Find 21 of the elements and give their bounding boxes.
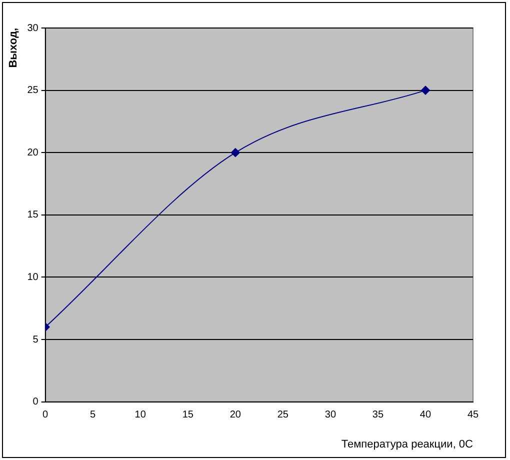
x-tick-label: 40 bbox=[420, 410, 432, 421]
x-tick-label: 30 bbox=[324, 410, 336, 421]
y-tick-label: 15 bbox=[27, 210, 39, 221]
point bbox=[230, 148, 240, 158]
x-tick-label: 20 bbox=[230, 410, 242, 421]
y-tick-label: 20 bbox=[27, 147, 39, 158]
x-tick-label: 45 bbox=[467, 410, 479, 421]
x-tick-label: 10 bbox=[134, 410, 146, 421]
y-tick-label: 10 bbox=[27, 272, 39, 283]
point bbox=[420, 86, 430, 95]
x-axis-title: Температура реакции, 0С bbox=[341, 438, 474, 450]
x-tick-label: 0 bbox=[42, 410, 49, 421]
x-tick-label: 35 bbox=[372, 410, 384, 421]
y-tick-label: 25 bbox=[27, 85, 39, 96]
y-axis-title: Выход, bbox=[8, 28, 20, 68]
y-tick-label: 0 bbox=[32, 396, 39, 408]
x-tick-label: 25 bbox=[277, 410, 289, 421]
x-tick-label: 15 bbox=[182, 410, 194, 421]
x-tick-label: 5 bbox=[90, 410, 96, 421]
y-tick-label: 30 bbox=[27, 22, 39, 34]
y-tick-label: 5 bbox=[32, 334, 39, 346]
